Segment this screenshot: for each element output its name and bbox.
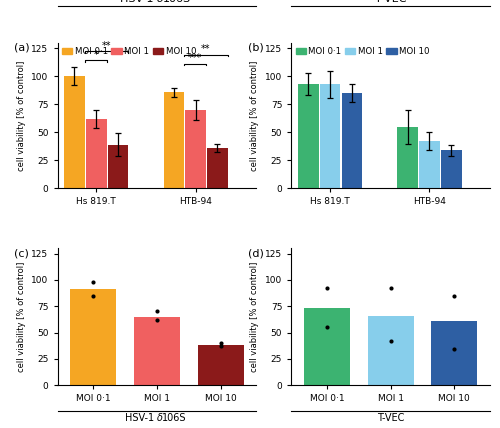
Bar: [304, 308, 350, 385]
Bar: [441, 150, 462, 188]
Point: [450, 346, 458, 353]
Point: [89, 292, 97, 299]
Bar: [64, 76, 85, 188]
Text: ***: ***: [188, 53, 202, 63]
Bar: [86, 119, 106, 188]
Point: [216, 343, 224, 350]
Bar: [108, 145, 128, 188]
Point: [450, 292, 458, 299]
Bar: [198, 345, 244, 385]
Text: **: **: [201, 44, 210, 54]
Bar: [432, 321, 478, 385]
Y-axis label: cell viability [% of control]: cell viability [% of control]: [16, 60, 26, 171]
Y-axis label: cell viability [% of control]: cell viability [% of control]: [16, 262, 26, 372]
Point: [153, 308, 161, 315]
Text: 106S: 106S: [162, 413, 186, 423]
Text: (d): (d): [248, 248, 264, 258]
Point: [153, 316, 161, 323]
Bar: [186, 110, 206, 188]
Point: [323, 324, 331, 331]
Bar: [298, 84, 318, 188]
Text: 106S: 106S: [163, 0, 191, 4]
Point: [323, 285, 331, 292]
Text: δ: δ: [157, 0, 164, 4]
Y-axis label: cell viability [% of control]: cell viability [% of control]: [250, 60, 260, 171]
Text: HSV-1: HSV-1: [124, 413, 157, 423]
Legend: MOI 0·1, MOI 1, MOI 10: MOI 0·1, MOI 1, MOI 10: [58, 44, 200, 59]
Point: [386, 285, 394, 292]
Text: (b): (b): [248, 43, 264, 53]
Bar: [70, 289, 116, 385]
Text: T-VEC: T-VEC: [375, 0, 406, 4]
Bar: [342, 93, 362, 188]
Text: T-VEC: T-VEC: [377, 413, 404, 423]
Text: *: *: [94, 50, 98, 60]
Text: δ: δ: [157, 413, 163, 423]
Legend: MOI 0·1, MOI 1, MOI 10: MOI 0·1, MOI 1, MOI 10: [292, 44, 434, 59]
Y-axis label: cell viability [% of control]: cell viability [% of control]: [250, 262, 260, 372]
Point: [386, 338, 394, 345]
Text: HSV-1: HSV-1: [120, 0, 157, 4]
Text: (a): (a): [14, 43, 30, 53]
Point: [89, 279, 97, 285]
Bar: [419, 141, 440, 188]
Text: **: **: [102, 41, 112, 51]
Bar: [398, 127, 418, 188]
Bar: [207, 148, 228, 188]
Bar: [164, 92, 184, 188]
Bar: [368, 316, 414, 385]
Bar: [320, 84, 340, 188]
Bar: [134, 317, 180, 385]
Point: [216, 340, 224, 347]
Text: (c): (c): [14, 248, 28, 258]
